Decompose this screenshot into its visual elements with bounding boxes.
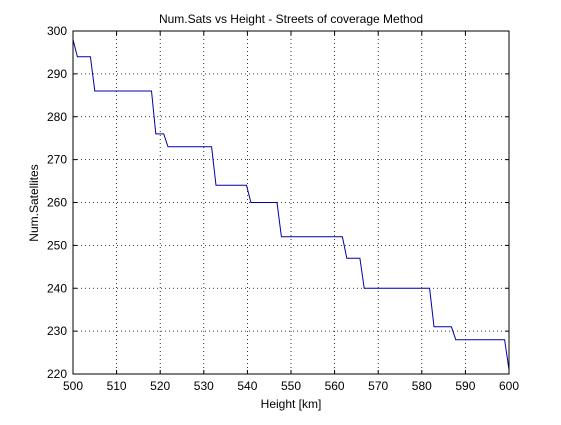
- y-axis-label: Num.Satellites: [27, 164, 41, 241]
- y-tick-label: 220: [47, 367, 67, 381]
- series-line: [72, 39, 510, 370]
- x-tick-label: 590: [455, 379, 475, 393]
- x-axis-label: Height [km]: [261, 397, 322, 411]
- series-layer: [72, 39, 510, 370]
- y-tick-label: 250: [47, 238, 67, 252]
- x-tick-label: 570: [368, 379, 388, 393]
- y-tick-label: 300: [47, 24, 67, 38]
- chart-title: Num.Sats vs Height - Streets of coverage…: [159, 12, 423, 26]
- ticks: 500 510 520 530 540 550 560 570 580 590 600 220 230 2…: [47, 24, 519, 393]
- y-tick-label: 240: [47, 281, 67, 295]
- y-tick-label: 290: [47, 67, 67, 81]
- x-tick-label: 580: [412, 379, 432, 393]
- y-tick-label: 280: [47, 110, 67, 124]
- x-tick-label: 500: [63, 379, 83, 393]
- grid: [73, 31, 509, 374]
- y-tick-label: 230: [47, 324, 67, 338]
- y-tick-label: 270: [47, 153, 67, 167]
- x-tick-label: 530: [194, 379, 214, 393]
- y-tick-label: 260: [47, 196, 67, 210]
- plot-area-frame: [72, 30, 510, 375]
- x-tick-label: 540: [237, 379, 257, 393]
- x-tick-label: 560: [325, 379, 345, 393]
- x-tick-label: 600: [499, 379, 519, 393]
- x-tick-label: 520: [150, 379, 170, 393]
- x-tick-label: 510: [107, 379, 127, 393]
- x-tick-label: 550: [281, 379, 301, 393]
